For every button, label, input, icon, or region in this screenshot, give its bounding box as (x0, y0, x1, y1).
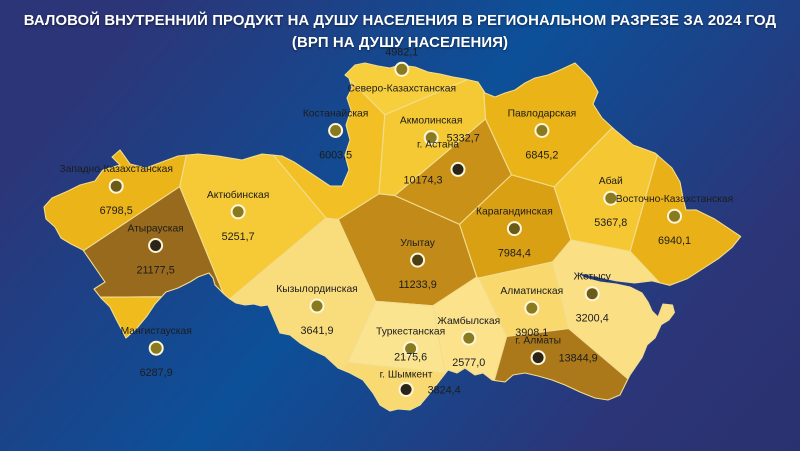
svg-text:Абай: Абай (599, 175, 623, 187)
svg-text:Атырауская: Атырауская (127, 224, 183, 235)
svg-text:Улытау: Улытау (400, 238, 435, 249)
svg-text:7984,4: 7984,4 (498, 248, 531, 260)
svg-text:Костанайская: Костанайская (303, 109, 369, 120)
svg-text:Мангистауская: Мангистауская (121, 326, 192, 337)
svg-text:6798,5: 6798,5 (100, 205, 133, 217)
svg-text:Жетысу: Жетысу (574, 272, 612, 283)
svg-text:Западно-Казахстанская: Западно-Казахстанская (59, 164, 173, 175)
svg-text:Туркестанская: Туркестанская (376, 327, 445, 338)
svg-text:6003,5: 6003,5 (319, 150, 352, 162)
svg-text:21177,5: 21177,5 (136, 265, 174, 277)
svg-text:2577,0: 2577,0 (452, 357, 485, 369)
svg-text:г. Астана: г. Астана (417, 139, 459, 150)
svg-text:Алматинская: Алматинская (500, 286, 563, 297)
svg-text:Актюбинская: Актюбинская (207, 189, 269, 201)
svg-text:5367,8: 5367,8 (594, 217, 627, 229)
svg-text:Павлодарская: Павлодарская (508, 109, 577, 120)
svg-text:6845,2: 6845,2 (525, 150, 558, 162)
svg-text:3824,4: 3824,4 (428, 385, 461, 397)
svg-text:5251,7: 5251,7 (222, 231, 255, 243)
svg-text:Акмолинская: Акмолинская (400, 116, 463, 127)
svg-text:Жамбылская: Жамбылская (437, 315, 500, 327)
svg-text:10174,3: 10174,3 (403, 174, 442, 186)
svg-text:6287,9: 6287,9 (140, 367, 173, 379)
svg-text:3200,4: 3200,4 (576, 313, 609, 325)
svg-text:Карагандинская: Карагандинская (476, 207, 553, 218)
svg-text:11233,9: 11233,9 (398, 279, 436, 291)
svg-text:4982,1: 4982,1 (385, 46, 418, 58)
svg-text:2175,6: 2175,6 (394, 352, 427, 364)
svg-text:3641,9: 3641,9 (300, 325, 333, 337)
svg-text:г. Алматы: г. Алматы (515, 336, 561, 347)
svg-text:6940,1: 6940,1 (658, 235, 691, 247)
svg-text:Северо-Казахстанская: Северо-Казахстанская (348, 83, 457, 94)
svg-text:г. Шымкент: г. Шымкент (380, 370, 433, 381)
svg-text:Кызылординская: Кызылординская (276, 284, 358, 295)
svg-text:13844,9: 13844,9 (559, 353, 598, 365)
svg-text:Восточно-Казахстанская: Восточно-Казахстанская (616, 194, 733, 205)
